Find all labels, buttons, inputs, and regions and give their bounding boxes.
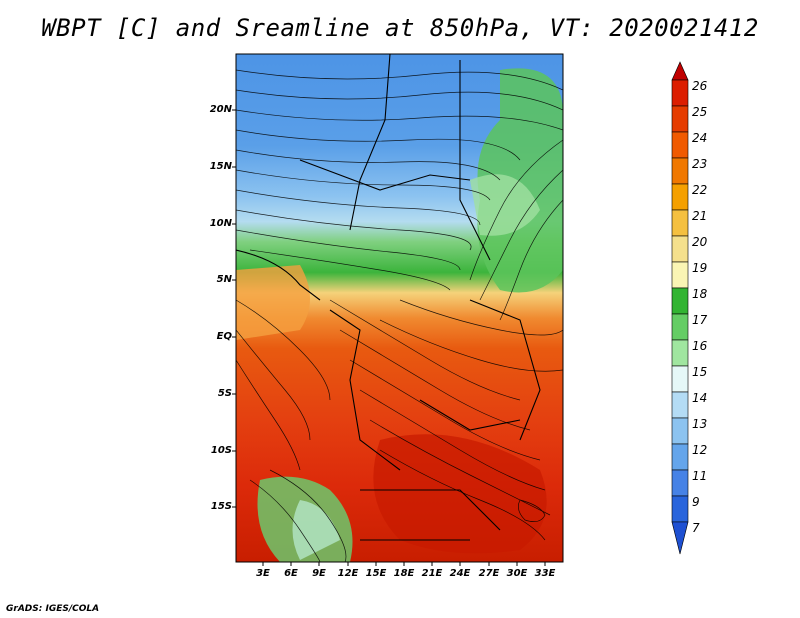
colorbar-label: 13 — [692, 417, 708, 431]
lat-label: 15S — [210, 501, 232, 512]
colorbar-label: 14 — [692, 391, 708, 405]
footer-credit: GrADS: IGES/COLA — [6, 604, 100, 614]
lat-label: 20N — [209, 104, 232, 115]
lon-label: 15E — [365, 568, 387, 579]
colorbar-label: 11 — [692, 469, 708, 483]
colorbar-swatch — [671, 391, 689, 419]
lon-label: 33E — [534, 568, 556, 579]
lon-label: 18E — [393, 568, 415, 579]
lat-label: 5S — [217, 388, 232, 399]
colorbar-label: 9 — [692, 495, 700, 509]
lon-label: 21E — [421, 568, 443, 579]
colorbar-label: 7 — [692, 521, 700, 535]
colorbar-label: 23 — [692, 157, 708, 171]
lon-label: 12E — [337, 568, 359, 579]
colorbar-swatch — [671, 443, 689, 471]
colorbar-label: 25 — [692, 105, 708, 119]
colorbar-swatch — [671, 365, 689, 393]
lon-label: 24E — [449, 568, 471, 579]
colorbar-label: 21 — [692, 209, 708, 223]
colorbar-label: 18 — [692, 287, 708, 301]
colorbar — [671, 61, 689, 555]
wbpt-field — [236, 54, 563, 562]
colorbar-swatch — [671, 183, 689, 211]
map-frame — [235, 53, 564, 563]
lat-label: EQ — [216, 331, 232, 342]
colorbar-bottom-arrow — [671, 521, 689, 555]
lon-label: 30E — [506, 568, 528, 579]
lat-label: 5N — [216, 274, 232, 285]
lat-label: 10S — [210, 445, 232, 456]
colorbar-swatch — [671, 235, 689, 263]
colorbar-swatch — [671, 157, 689, 185]
colorbar-label: 19 — [692, 261, 708, 275]
colorbar-label: 20 — [692, 235, 708, 249]
lon-label: 3E — [256, 568, 270, 579]
colorbar-label: 15 — [692, 365, 708, 379]
colorbar-swatch — [671, 469, 689, 497]
colorbar-swatch — [671, 287, 689, 315]
colorbar-swatch — [671, 79, 689, 107]
colorbar-top-arrow — [671, 61, 689, 81]
colorbar-label: 17 — [692, 313, 708, 327]
lat-label: 15N — [209, 161, 232, 172]
colorbar-swatch — [671, 131, 689, 159]
lon-label: 27E — [478, 568, 500, 579]
colorbar-swatch — [671, 417, 689, 445]
colorbar-swatch — [671, 261, 689, 289]
colorbar-swatch — [671, 105, 689, 133]
colorbar-label: 26 — [692, 79, 708, 93]
colorbar-label: 12 — [692, 443, 708, 457]
colorbar-swatch — [671, 339, 689, 367]
colorbar-swatch — [671, 495, 689, 523]
colorbar-swatch — [671, 313, 689, 341]
lat-label: 10N — [209, 218, 232, 229]
colorbar-label: 22 — [692, 183, 708, 197]
lon-label: 9E — [312, 568, 326, 579]
map-title: WBPT [C] and Sreamline at 850hPa, VT: 20… — [41, 14, 759, 42]
colorbar-label: 16 — [692, 339, 708, 353]
colorbar-swatch — [671, 209, 689, 237]
lon-label: 6E — [284, 568, 298, 579]
colorbar-label: 24 — [692, 131, 708, 145]
